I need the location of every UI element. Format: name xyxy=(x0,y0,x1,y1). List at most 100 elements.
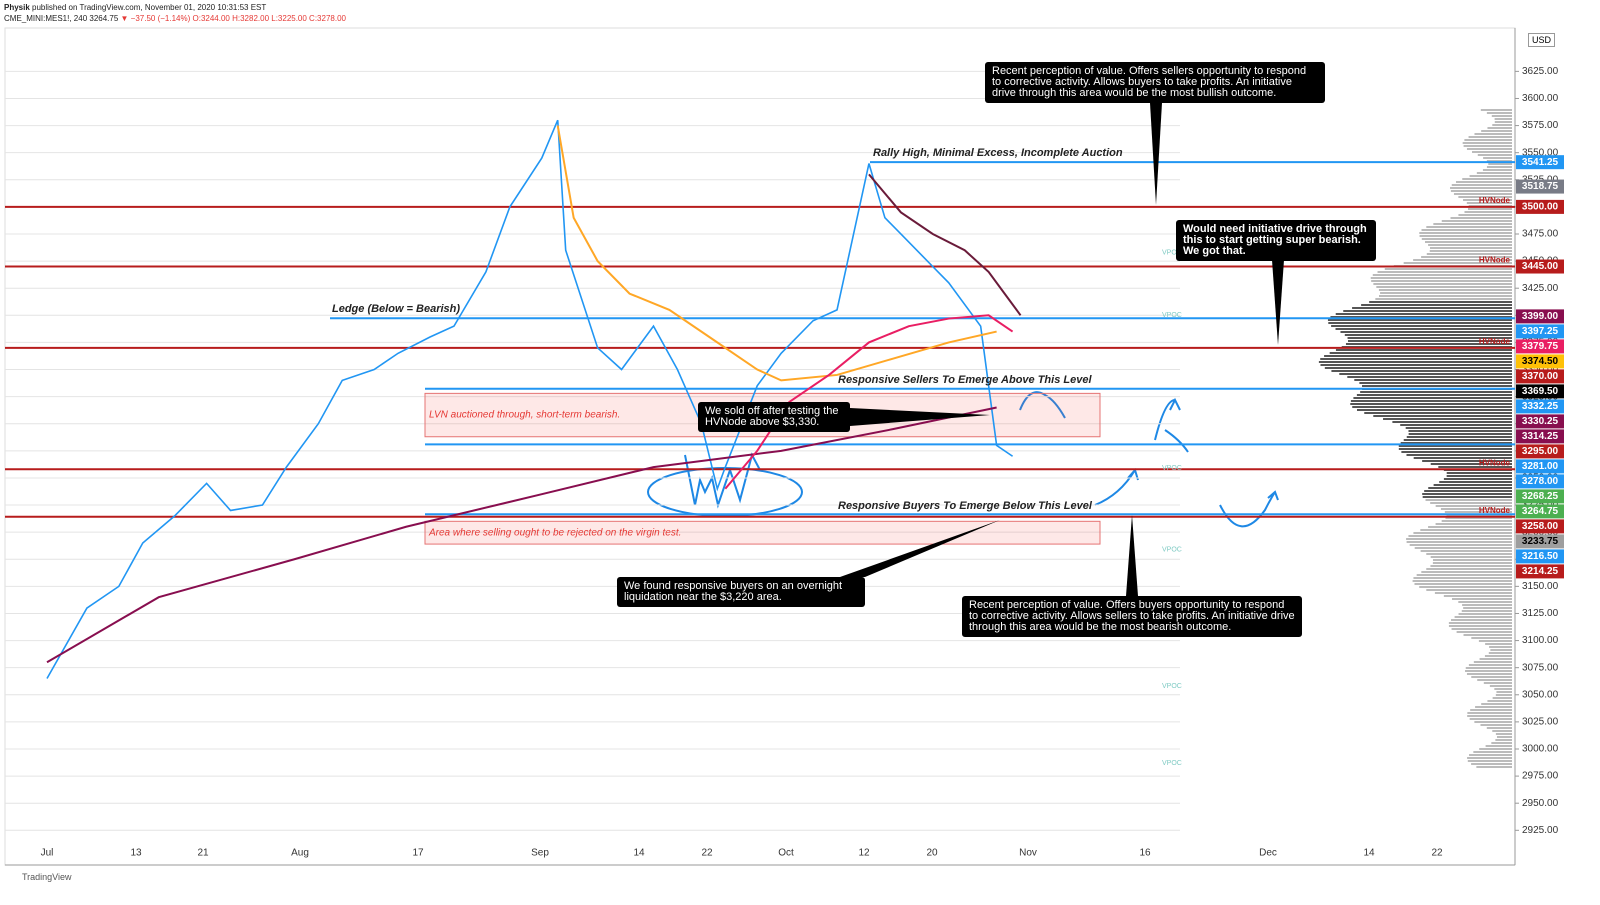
y-tick-label: 3125.00 xyxy=(1522,608,1559,619)
price-tag-label: 3332.25 xyxy=(1522,401,1559,412)
price-tag-label: 3445.00 xyxy=(1522,261,1559,272)
price-tag-label: 3370.00 xyxy=(1522,371,1559,382)
x-tick-label: Sep xyxy=(531,848,549,859)
price-tag xyxy=(1516,399,1564,414)
price-tag xyxy=(1516,429,1564,444)
y-tick-label: 3100.00 xyxy=(1522,635,1559,646)
x-tick-label: 22 xyxy=(701,848,713,859)
y-tick-label: 3550.00 xyxy=(1522,147,1559,158)
annotation: Rally High, Minimal Excess, Incomplete A… xyxy=(873,147,1123,159)
publish-line: Physik published on TradingView.com, Nov… xyxy=(4,3,266,12)
x-tick-label: 14 xyxy=(633,848,645,859)
price-tag xyxy=(1516,179,1564,194)
author: Physik xyxy=(4,3,30,12)
price-line xyxy=(868,173,1022,316)
y-tick-label: 3075.00 xyxy=(1522,662,1559,673)
sketch xyxy=(1154,397,1189,453)
price-line xyxy=(724,314,1014,490)
price-line xyxy=(46,406,997,664)
price-tag xyxy=(1516,489,1564,504)
x-tick-label: Jul xyxy=(41,848,54,859)
currency[interactable]: USD xyxy=(1528,33,1556,47)
vpoc-label: VPOC xyxy=(1162,465,1182,472)
price-tag-label: 3258.00 xyxy=(1522,521,1559,532)
price-tag xyxy=(1516,155,1564,170)
published: published on TradingView.com, November 0… xyxy=(32,3,267,12)
price-tag-label: 3314.25 xyxy=(1522,431,1559,442)
annotation: Responsive Buyers To Emerge Below This L… xyxy=(838,500,1093,512)
price-tag xyxy=(1516,369,1564,384)
callout-pointer xyxy=(1126,515,1138,596)
vpoc-label: VPOC xyxy=(1162,249,1182,256)
volume-profile xyxy=(1318,109,1512,768)
x-tick-label: 16 xyxy=(1139,848,1151,859)
callout: Recent perception of value. Offers selle… xyxy=(985,62,1325,103)
level-tag: HVNode xyxy=(1479,458,1511,467)
y-tick-label: 3000.00 xyxy=(1522,744,1559,755)
price-tag xyxy=(1516,309,1564,324)
price-tag xyxy=(1516,324,1564,339)
x-tick-label: Nov xyxy=(1019,848,1037,859)
last: 3264.75 xyxy=(89,14,119,23)
sketch xyxy=(1019,391,1066,419)
price-tag xyxy=(1516,199,1564,214)
price-tag-label: 3518.75 xyxy=(1522,181,1559,192)
callout-pointer xyxy=(840,520,1000,577)
price-tag xyxy=(1516,519,1564,534)
annotation: Ledge (Below = Bearish) xyxy=(332,303,460,315)
price-tag xyxy=(1516,354,1564,369)
price-tag-label: 3268.25 xyxy=(1522,491,1559,502)
x-tick-label: Dec xyxy=(1259,848,1277,859)
price-tag-label: 3214.25 xyxy=(1522,566,1559,577)
price-tag-label: 3374.50 xyxy=(1522,356,1559,367)
symbol-line: CME_MINI:MES1!, 240 3264.75 ▼ −37.50 (−1… xyxy=(4,14,346,23)
y-tick-label: 3475.00 xyxy=(1522,229,1559,240)
price-tag xyxy=(1516,384,1564,399)
x-tick-label: Aug xyxy=(291,848,309,859)
change: ▼ −37.50 (−1.14%) xyxy=(120,14,191,23)
y-tick-label: 3600.00 xyxy=(1522,93,1559,104)
price-tag xyxy=(1516,504,1564,519)
price-tag-label: 3369.50 xyxy=(1522,386,1559,397)
price-tag-label: 3500.00 xyxy=(1522,202,1559,213)
price-tag-label: 3379.75 xyxy=(1522,341,1559,352)
x-tick-label: 22 xyxy=(1431,848,1443,859)
price-tag-label: 3295.00 xyxy=(1522,446,1559,457)
annotation: Responsive Sellers To Emerge Above This … xyxy=(838,374,1092,386)
x-tick-label: 13 xyxy=(130,848,142,859)
sketch xyxy=(1219,490,1279,528)
price-line xyxy=(556,125,997,382)
symbol: CME_MINI:MES1!, 240 xyxy=(4,14,88,23)
vpoc-label: VPOC xyxy=(1162,546,1182,553)
callout: Would need initiative drive through this… xyxy=(1176,220,1376,261)
callout: Recent perception of value. Offers buyer… xyxy=(962,596,1302,637)
price-tag-label: 3330.25 xyxy=(1522,416,1559,427)
x-tick-label: 14 xyxy=(1363,848,1375,859)
price-tag xyxy=(1516,259,1564,274)
y-tick-label: 3150.00 xyxy=(1522,581,1559,592)
y-tick-label: 3575.00 xyxy=(1522,120,1559,131)
price-tag xyxy=(1516,444,1564,459)
y-tick-label: 2950.00 xyxy=(1522,798,1559,809)
price-tag xyxy=(1516,474,1564,489)
price-tag-label: 3264.75 xyxy=(1522,506,1559,517)
price-tag xyxy=(1516,564,1564,579)
y-tick-label: 3425.00 xyxy=(1522,283,1559,294)
callout-pointer xyxy=(1150,103,1162,205)
level-tag: HVNode xyxy=(1479,196,1511,205)
zone xyxy=(424,520,1101,545)
price-tag-label: 3541.25 xyxy=(1522,157,1559,168)
y-tick-label: 3025.00 xyxy=(1522,717,1559,728)
x-tick-label: Oct xyxy=(778,848,794,859)
price-tag xyxy=(1516,414,1564,429)
y-tick-label: 3050.00 xyxy=(1522,689,1559,700)
vpoc-label: VPOC xyxy=(1162,312,1182,319)
price-tag xyxy=(1516,534,1564,549)
price-tag-label: 3399.00 xyxy=(1522,311,1559,322)
x-tick-label: 20 xyxy=(926,848,938,859)
callout: We found responsive buyers on an overnig… xyxy=(617,577,865,607)
callout-pointer xyxy=(1272,260,1284,345)
y-tick-label: 2975.00 xyxy=(1522,771,1559,782)
